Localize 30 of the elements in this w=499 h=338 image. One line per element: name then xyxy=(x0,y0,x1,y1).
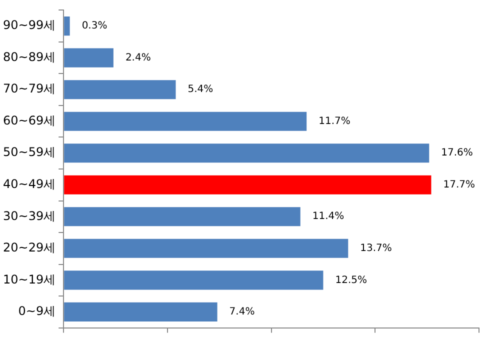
data-label: 11.4% xyxy=(312,211,344,222)
bar xyxy=(64,207,300,226)
y-tick-label: 70~79세 xyxy=(3,82,56,96)
y-tick-label: 80~89세 xyxy=(3,50,56,64)
bar xyxy=(64,238,348,258)
data-label: 0.3% xyxy=(82,20,108,32)
bar xyxy=(64,48,114,68)
bar xyxy=(64,302,218,322)
y-tick-label: 0~9세 xyxy=(18,304,56,318)
y-tick-label: 20~29세 xyxy=(3,240,56,255)
y-tick-label: 10~19세 xyxy=(3,272,56,286)
bar xyxy=(64,175,432,194)
bar xyxy=(64,80,176,100)
data-label: 5.4% xyxy=(188,84,214,96)
data-label: 17.7% xyxy=(443,179,476,190)
data-label: 7.4% xyxy=(229,306,255,318)
bar xyxy=(64,16,70,36)
data-label: 12.5% xyxy=(335,274,368,286)
y-tick-label: 50~59세 xyxy=(3,145,56,160)
data-label: 11.7% xyxy=(318,116,350,127)
y-tick-label: 30~39세 xyxy=(3,208,56,223)
bar xyxy=(64,144,430,163)
bar xyxy=(64,112,307,131)
data-label: 2.4% xyxy=(125,52,151,64)
data-label: 13.7% xyxy=(360,242,392,254)
y-tick-label: 40~49세 xyxy=(3,177,56,192)
y-tick-label: 60~69세 xyxy=(3,113,56,128)
bar xyxy=(64,270,324,290)
data-label: 17.6% xyxy=(441,148,473,159)
y-tick-label: 90~99세 xyxy=(3,18,56,32)
